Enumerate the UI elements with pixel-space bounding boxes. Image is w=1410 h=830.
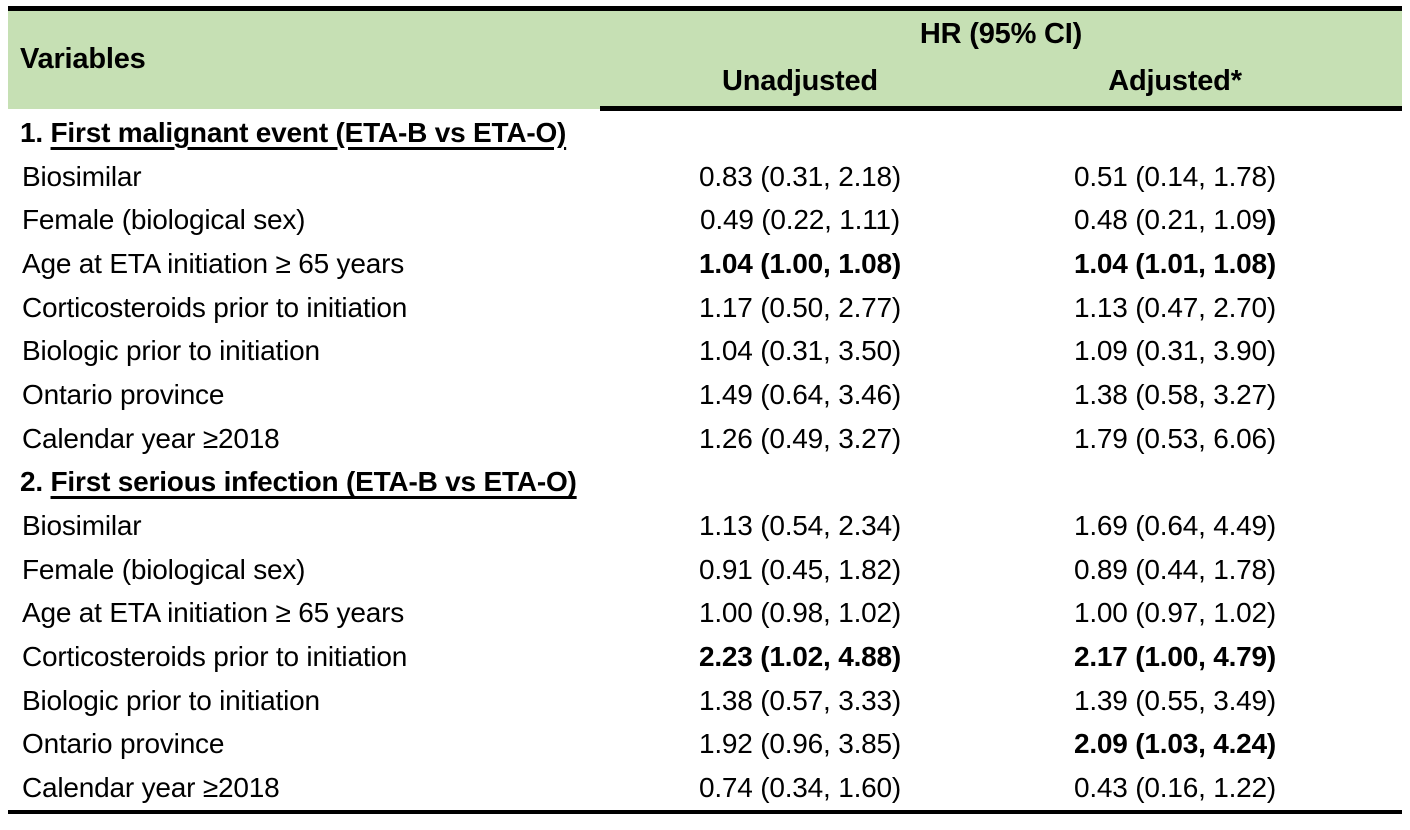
table-row: Ontario province 1.92 (0.96, 3.85) 2.09 (1… (8, 723, 1402, 767)
table-row: Calendar year ≥2018 0.74 (0.34, 1.60) 0.43… (8, 766, 1402, 812)
unadjusted-hr-value: 2.23 (1.02, 4.88) (698, 641, 902, 673)
section-number: 1. (20, 116, 51, 148)
section-header-cell: 1. First malignant event (ETA-B vs ETA-O… (8, 109, 1402, 155)
section-header-row: 2. First serious infection (ETA-B vs ETA… (8, 461, 1402, 505)
table-row: Corticosteroids prior to initiation 2.23 … (8, 635, 1402, 679)
column-header-hr-group: HR (95% CI) (919, 17, 1083, 50)
unadjusted-hr-value: 1.04 (1.00, 1.08) (698, 247, 902, 279)
variable-label: Calendar year ≥2018 (22, 772, 280, 804)
table-row: Biosimilar 1.13 (0.54, 2.34) 1.69 (0.64, 4… (8, 504, 1402, 548)
adjusted-hr-value: 1.39 (0.55, 3.49) (1073, 684, 1277, 716)
column-header-unadjusted: Unadjusted (600, 57, 1000, 111)
table-row: Age at ETA initiation ≥ 65 years 1.04 (1.… (8, 242, 1402, 286)
unadjusted-hr-value: 1.38 (0.57, 3.33) (698, 684, 902, 716)
table-row: Corticosteroids prior to initiation 1.17 … (8, 286, 1402, 330)
unadjusted-hr-value: 1.00 (0.98, 1.02) (698, 597, 902, 629)
variable-label: Biologic prior to initiation (22, 684, 320, 716)
adjusted-hr-value: 2.09 (1.03, 4.24) (1073, 728, 1277, 760)
variable-label: Ontario province (22, 728, 225, 760)
table-row: Ontario province 1.49 (0.64, 3.46) 1.38 (0… (8, 373, 1402, 417)
adjusted-hr-value: 0.89 (0.44, 1.78) (1073, 553, 1277, 585)
variable-label: Biosimilar (22, 160, 142, 192)
adjusted-hr-value: 1.04 (1.01, 1.08) (1073, 247, 1277, 279)
adjusted-hr-value: 1.79 (0.53, 6.06) (1073, 422, 1277, 454)
unadjusted-hr-value: 1.92 (0.96, 3.85) (698, 728, 902, 760)
unadjusted-hr-value: 1.04 (0.31, 3.50) (698, 335, 902, 367)
variable-label: Age at ETA initiation ≥ 65 years (22, 247, 404, 279)
adjusted-hr-value: 1.69 (0.64, 4.49) (1073, 510, 1277, 542)
unadjusted-hr-value: 0.91 (0.45, 1.82) (698, 553, 902, 585)
header-row-sub: Unadjusted Adjusted* (8, 57, 1403, 111)
unadjusted-hr-value: 1.49 (0.64, 3.46) (698, 378, 902, 410)
section-title: First malignant event (ETA-B vs ETA-O) (50, 116, 567, 148)
variable-label: Corticosteroids prior to initiation (22, 291, 408, 323)
adjusted-hr-value: 1.13 (0.47, 2.70) (1073, 291, 1277, 323)
adjusted-hr-value: 1.09 (0.31, 3.90) (1073, 335, 1277, 367)
adjusted-hr-value: 0.43 (0.16, 1.22) (1073, 772, 1277, 804)
variable-label: Age at ETA initiation ≥ 65 years (22, 597, 404, 629)
adjusted-hr-value: 0.51 (0.14, 1.78) (1073, 160, 1277, 192)
variable-label: Biosimilar (22, 510, 142, 542)
unadjusted-hr-value: 1.13 (0.54, 2.34) (698, 510, 902, 542)
unadjusted-hr-value: 1.26 (0.49, 3.27) (698, 422, 902, 454)
unadjusted-hr-value: 1.17 (0.50, 2.77) (698, 291, 902, 323)
section-title: First serious infection (ETA-B vs ETA-O) (50, 466, 577, 498)
table-row: Biologic prior to initiation 1.38 (0.57, … (8, 679, 1402, 723)
section-header-cell: 2. First serious infection (ETA-B vs ETA… (8, 461, 1402, 505)
unadjusted-hr-value: 0.49 (0.22, 1.11) (700, 204, 900, 236)
variable-label: Female (biological sex) (22, 553, 306, 585)
section-number: 2. (20, 466, 51, 498)
table-header: Variables HR (95% CI) Unadjusted Adjuste… (8, 8, 1403, 111)
table-row: Female (biological sex) 0.49 (0.22, 1.11)… (8, 198, 1402, 242)
table-body: 1. First malignant event (ETA-B vs ETA-O… (8, 109, 1402, 813)
variable-label: Ontario province (22, 378, 225, 410)
hr-results-table: Variables HR (95% CI) Unadjusted Adjuste… (8, 6, 1403, 814)
unadjusted-hr-value: 0.74 (0.34, 1.60) (698, 772, 902, 804)
variable-label: Calendar year ≥2018 (22, 422, 280, 454)
variable-label: Corticosteroids prior to initiation (22, 641, 408, 673)
unadjusted-hr-value: 0.83 (0.31, 2.18) (698, 160, 902, 192)
adjusted-hr-value: 0.48 (0.21, 1.09) (1073, 204, 1277, 236)
variable-label: Biologic prior to initiation (22, 335, 320, 367)
table-row: Biologic prior to initiation 1.04 (0.31, … (8, 329, 1402, 373)
table-row: Age at ETA initiation ≥ 65 years 1.00 (0.… (8, 592, 1402, 636)
table-row: Biosimilar 0.83 (0.31, 2.18) 0.51 (0.14, 1… (8, 155, 1402, 199)
column-header-variables: Variables (20, 43, 146, 76)
adjusted-hr-value: 1.00 (0.97, 1.02) (1073, 597, 1277, 629)
adjusted-hr-value: 1.38 (0.58, 3.27) (1073, 378, 1277, 410)
header-row-group: Variables HR (95% CI) (8, 9, 1402, 76)
adjusted-hr-value-bold-suffix: ) (1266, 204, 1277, 236)
variable-label: Female (biological sex) (22, 204, 306, 236)
column-header-adjusted: Adjusted* (1000, 57, 1403, 111)
table-row: Calendar year ≥2018 1.26 (0.49, 3.27) 1.79… (8, 417, 1402, 461)
adjusted-hr-value: 2.17 (1.00, 4.79) (1073, 641, 1277, 673)
section-header-row: 1. First malignant event (ETA-B vs ETA-O… (8, 109, 1402, 155)
table-row: Female (biological sex) 0.91 (0.45, 1.82)… (8, 548, 1402, 592)
